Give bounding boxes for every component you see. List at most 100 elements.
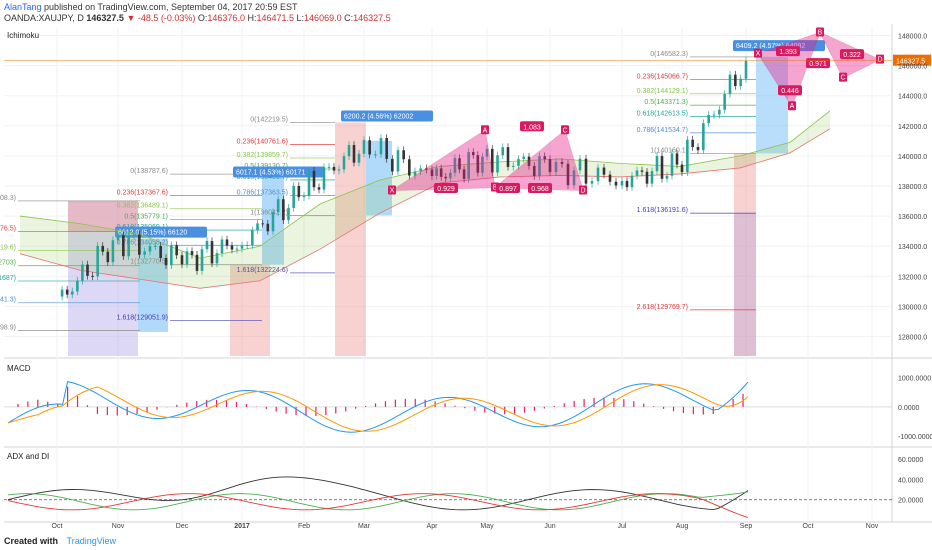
fib-level-label: 0.5(135779.1) bbox=[124, 213, 168, 220]
candle-body bbox=[655, 155, 659, 172]
candle-body bbox=[368, 140, 371, 155]
fib-level-label: 0(138787.6) bbox=[130, 168, 168, 175]
candle-body bbox=[251, 230, 254, 246]
candle-body bbox=[312, 170, 316, 188]
candle-body bbox=[650, 171, 654, 184]
candle-body bbox=[645, 171, 649, 184]
candle-body bbox=[625, 180, 629, 188]
y-tick-label: 132000.0 bbox=[898, 274, 927, 281]
candle-body bbox=[271, 212, 275, 232]
candle-body bbox=[560, 161, 564, 164]
candle-body bbox=[327, 166, 331, 168]
fib-zone bbox=[734, 213, 756, 356]
candle-body bbox=[396, 150, 400, 172]
candle-body bbox=[660, 155, 664, 179]
fib-level-label: 1(128398.9) bbox=[0, 324, 16, 331]
candle-body bbox=[608, 174, 612, 182]
candle-body bbox=[65, 289, 69, 295]
measure-label: 6612.0 (5.15%) 66120 bbox=[118, 230, 187, 237]
candle-body bbox=[148, 246, 152, 252]
candle-body bbox=[220, 239, 224, 254]
candle-body bbox=[458, 158, 461, 170]
candle-body bbox=[374, 154, 377, 156]
high-value: 146471.5 bbox=[256, 13, 295, 23]
candle-body bbox=[111, 240, 115, 263]
publish-line: AlanTang published on TradingView.com, S… bbox=[4, 2, 298, 12]
candle-body bbox=[680, 164, 684, 173]
y-tick-label: 40.0000 bbox=[898, 477, 923, 484]
candle-body bbox=[86, 264, 89, 276]
y-tick-label: -1000.0000 bbox=[898, 434, 932, 441]
candle-body bbox=[127, 236, 130, 257]
candle-body bbox=[379, 138, 383, 155]
candle-body bbox=[435, 168, 438, 177]
harmonic-point-label: A bbox=[790, 103, 795, 110]
candle-body bbox=[686, 139, 689, 173]
measure-box bbox=[341, 110, 433, 122]
price-change: ▼ -48.5 (-0.03%) bbox=[126, 13, 196, 23]
candle-body bbox=[462, 169, 466, 179]
candle-body bbox=[696, 146, 700, 151]
x-tick-label: May bbox=[480, 523, 494, 530]
x-tick-label: Feb bbox=[298, 523, 310, 530]
measure-label: 6017.1 (4.53%) 60171 bbox=[236, 169, 305, 176]
candle-body bbox=[297, 185, 301, 198]
fib-level-label: 0.786(130241.3) bbox=[0, 297, 16, 304]
candle-body bbox=[342, 156, 346, 170]
candle-body bbox=[506, 147, 510, 167]
author-link[interactable]: AlanTang bbox=[4, 2, 42, 12]
fib-zone bbox=[68, 200, 138, 232]
fib-level-label: 0.618(142613.5) bbox=[637, 111, 688, 118]
candle-body bbox=[225, 239, 229, 246]
measure-box bbox=[733, 40, 825, 52]
harmonic-point bbox=[816, 27, 824, 37]
candle-body bbox=[485, 148, 489, 157]
x-tick-label: Apr bbox=[427, 523, 439, 530]
candle-body bbox=[337, 169, 341, 171]
candle-body bbox=[453, 158, 457, 173]
candle-body bbox=[106, 251, 110, 263]
y-tick-label: 0.0000 bbox=[898, 405, 920, 412]
fib-level-label: 0.618(131687) bbox=[0, 275, 16, 282]
harmonic-point-label: X bbox=[756, 51, 761, 58]
last-price: 146327.5 bbox=[86, 13, 124, 23]
last-price-tag bbox=[893, 54, 931, 66]
fib-level-label: 0.236(140761.6) bbox=[237, 138, 288, 145]
candle-body bbox=[245, 245, 249, 247]
candle-body bbox=[256, 223, 259, 231]
y-tick-label: 134000.0 bbox=[898, 244, 927, 251]
harmonic-point-label: C bbox=[562, 127, 567, 134]
candle-body bbox=[675, 153, 679, 165]
candle-body bbox=[572, 170, 576, 186]
candle-body bbox=[292, 185, 295, 208]
fib-zone bbox=[734, 153, 756, 356]
tradingview-logo[interactable]: TradingView bbox=[66, 536, 117, 546]
candle-body bbox=[205, 241, 209, 250]
close-value: 146327.5 bbox=[353, 13, 391, 23]
harmonic-point bbox=[561, 125, 569, 135]
candle-body bbox=[159, 245, 162, 259]
fib-level-label: 0.382(139859.7) bbox=[237, 152, 288, 159]
candle-body bbox=[185, 251, 189, 265]
symbol[interactable]: OANDA:XAUJPY, D bbox=[4, 13, 84, 23]
candle-body bbox=[702, 123, 705, 151]
x-tick-label: Oct bbox=[803, 523, 814, 530]
candle-body bbox=[517, 158, 520, 166]
candle-body bbox=[728, 74, 732, 95]
y-tick-label: 140000.0 bbox=[898, 154, 927, 161]
candle-body bbox=[511, 165, 515, 167]
main-pane-title: Ichimoku bbox=[7, 31, 40, 40]
harmonic-point-label: B bbox=[818, 30, 823, 37]
candle-body bbox=[532, 165, 536, 177]
candle-body bbox=[235, 248, 239, 250]
candle-body bbox=[240, 245, 244, 249]
fib-level-label: 1(132770.5) bbox=[130, 259, 168, 266]
x-tick-label: 2017 bbox=[234, 523, 250, 530]
candle-body bbox=[210, 241, 214, 264]
candle-body bbox=[596, 167, 600, 182]
candle-body bbox=[449, 172, 452, 179]
harmonic-point bbox=[839, 72, 847, 82]
candle-body bbox=[630, 175, 634, 188]
candle-body bbox=[170, 245, 173, 266]
